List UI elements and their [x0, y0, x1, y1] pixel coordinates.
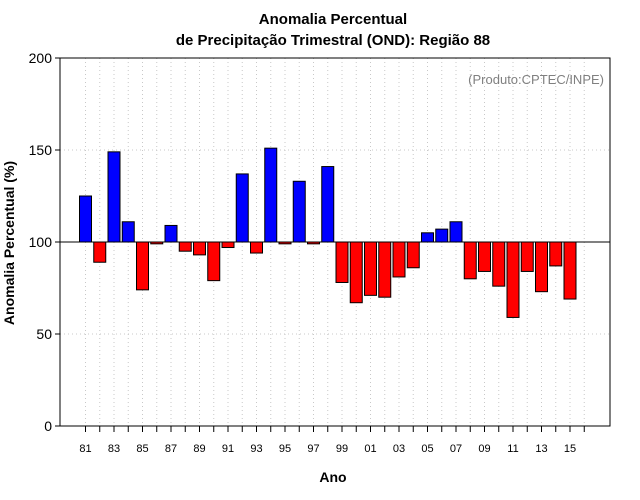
x-tick-label: 89: [193, 443, 205, 455]
x-tick-label: 01: [364, 443, 376, 455]
x-axis: 81 83 85 87 89 91 93 95 97 99 01 03 05 07 09 11 13 15: [79, 426, 585, 455]
x-tick-label: 99: [336, 443, 348, 455]
chart-title-line2: de Precipitação Trimestral (OND): Região…: [176, 32, 490, 49]
x-tick-label: 95: [279, 443, 291, 455]
y-axis: 0 50 100 150 200: [29, 50, 60, 434]
x-tick-label: 91: [222, 443, 234, 455]
bar-05: [421, 232, 434, 243]
x-tick-label: 83: [108, 443, 120, 455]
bar-98: [321, 166, 335, 243]
bar-81: [79, 195, 92, 243]
x-tick-label: 09: [478, 443, 490, 455]
bar-99: [335, 241, 349, 283]
bar-04: [406, 241, 420, 269]
bar-02: [378, 241, 392, 298]
x-tick-label: 87: [165, 443, 177, 455]
x-tick-label: 85: [136, 443, 148, 455]
bar-13: [535, 241, 548, 293]
x-tick-label: 05: [421, 443, 433, 455]
x-tick-label: 15: [564, 443, 576, 455]
chart-title-line1: Anomalia Percentual: [259, 11, 407, 28]
bar-94: [264, 147, 278, 243]
y-tick-label: 100: [29, 234, 53, 250]
x-tick-label: 13: [535, 443, 547, 455]
bar-87: [164, 224, 178, 243]
x-tick-label: 97: [307, 443, 319, 455]
x-tick-label: 03: [393, 443, 405, 455]
credit-text: (Produto:CPTEC/INPE): [468, 72, 604, 87]
y-tick-label: 0: [44, 418, 52, 434]
x-tick-label: 93: [250, 443, 262, 455]
bar-00: [349, 241, 363, 304]
bar-08: [463, 241, 477, 280]
bar-85: [136, 241, 149, 291]
bar-07: [449, 221, 463, 243]
bar-84: [121, 221, 135, 243]
y-axis-label: Anomalia Percentual (%): [1, 161, 17, 325]
bar-92: [235, 173, 249, 243]
bars: [79, 147, 577, 318]
bar-96: [292, 180, 306, 243]
x-tick-label: 07: [450, 443, 462, 455]
bar-12: [520, 241, 534, 272]
bar-11: [506, 241, 520, 318]
x-tick-label: 11: [507, 443, 518, 455]
bar-09: [478, 241, 491, 272]
bar-01: [364, 241, 377, 296]
x-axis-label: Ano: [319, 469, 346, 485]
bar-90: [207, 241, 221, 282]
bar-10: [492, 241, 506, 287]
bar-88: [178, 241, 192, 252]
bar-15: [563, 241, 577, 300]
bar-83: [107, 151, 121, 243]
bar-03: [392, 241, 406, 278]
bar-14: [549, 241, 563, 267]
bar-91: [221, 241, 235, 249]
bar-06: [435, 228, 449, 243]
x-tick-label: 81: [79, 443, 91, 455]
bar-89: [193, 241, 206, 256]
bar-82: [93, 241, 107, 263]
bar-93: [250, 241, 263, 254]
y-tick-label: 50: [36, 326, 52, 342]
y-tick-label: 150: [29, 142, 53, 158]
y-tick-label: 200: [29, 50, 53, 66]
